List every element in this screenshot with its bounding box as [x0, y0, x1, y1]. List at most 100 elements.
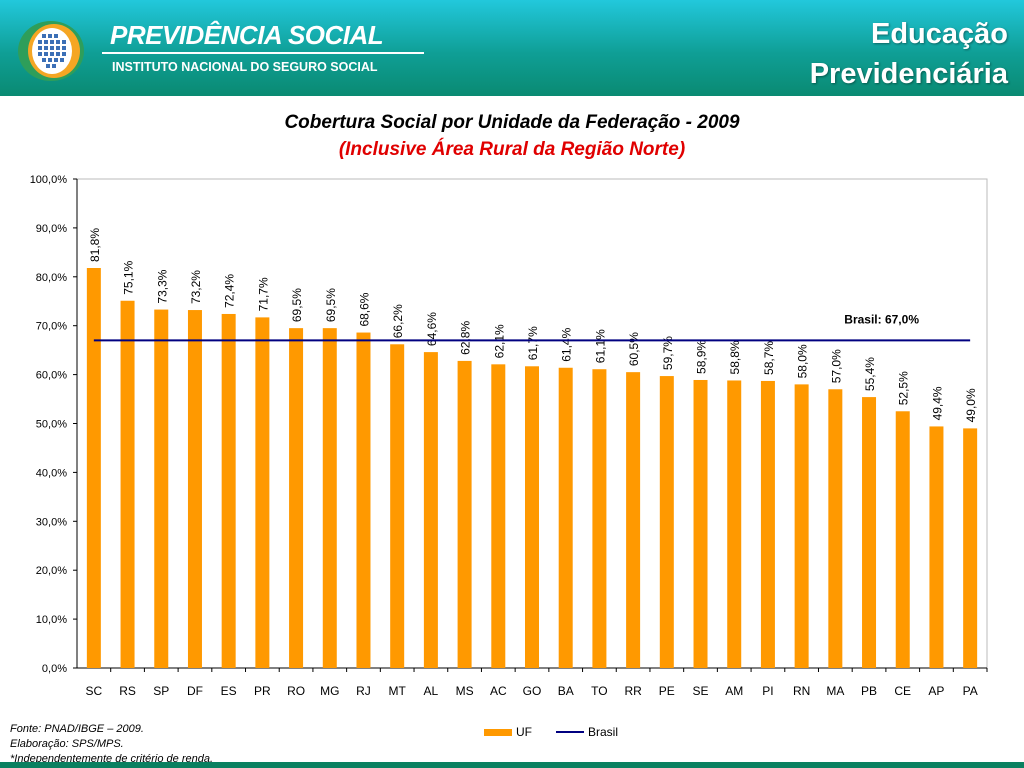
x-tick-label: AP	[928, 684, 944, 698]
data-label-PR: 71,7%	[256, 277, 270, 311]
data-label-ES: 72,4%	[223, 274, 237, 308]
bar-RJ	[356, 332, 371, 668]
y-tick-label: 0,0%	[42, 663, 67, 675]
y-tick-label: 80,0%	[36, 272, 67, 284]
data-label-PE: 59,7%	[661, 336, 675, 370]
section-title-line2: Previdenciária	[809, 58, 1008, 90]
bar-PI	[760, 380, 775, 668]
legend-swatch-uf	[484, 728, 512, 736]
section-title: Educação Previdenciária	[810, 14, 1008, 94]
bar-CE	[895, 411, 910, 668]
bar-RR	[626, 372, 641, 668]
bar-TO	[592, 369, 607, 668]
data-label-GO: 61,7%	[526, 326, 540, 360]
y-tick-label: 70,0%	[36, 321, 67, 333]
previdencia-logo	[18, 21, 84, 81]
x-tick-label: RN	[793, 684, 810, 698]
x-tick-label: DF	[187, 684, 203, 698]
brand-divider	[102, 52, 424, 54]
data-label-MG: 69,5%	[324, 288, 338, 322]
x-tick-label: ES	[221, 684, 237, 698]
bar-PA	[963, 428, 978, 668]
data-label-SC: 81,8%	[88, 228, 102, 262]
brand-subtitle: INSTITUTO NACIONAL DO SEGURO SOCIAL	[112, 60, 378, 74]
y-tick-label: 30,0%	[36, 516, 67, 528]
y-tick-label: 60,0%	[36, 370, 67, 382]
bar-AM	[727, 380, 742, 668]
bar-RS	[120, 300, 135, 668]
data-label-TO: 61,1%	[593, 329, 607, 363]
x-tick-label: TO	[591, 684, 607, 698]
section-title-line1: Educação	[871, 18, 1008, 50]
data-label-AP: 49,4%	[930, 386, 944, 420]
data-label-RS: 75,1%	[122, 260, 136, 294]
source-note: Fonte: PNAD/IBGE – 2009.	[10, 723, 144, 735]
x-tick-label: SC	[86, 684, 103, 698]
data-label-BA: 61,4%	[560, 327, 574, 361]
x-tick-label: RR	[624, 684, 642, 698]
bar-PR	[255, 317, 270, 668]
footnotes: Fonte: PNAD/IBGE – 2009. Elaboração: SPS…	[10, 722, 213, 767]
data-label-RO: 69,5%	[290, 288, 304, 322]
x-tick-label: PA	[963, 684, 978, 698]
y-tick-label: 100,0%	[30, 174, 68, 186]
bar-ES	[221, 313, 236, 668]
bar-BA	[558, 367, 573, 668]
bar-SP	[154, 309, 169, 668]
x-tick-label: PB	[861, 684, 877, 698]
bar-MS	[457, 360, 472, 668]
bar-MA	[828, 389, 843, 668]
y-tick-label: 40,0%	[36, 467, 67, 479]
bar-MG	[322, 328, 337, 668]
x-tick-label: AL	[424, 684, 439, 698]
data-label-AL: 64,6%	[425, 312, 439, 346]
x-tick-label: MS	[456, 684, 474, 698]
brasil-label: Brasil: 67,0%	[844, 312, 919, 326]
bar-MT	[390, 344, 405, 668]
x-tick-label: PR	[254, 684, 271, 698]
data-label-SP: 73,3%	[155, 269, 169, 303]
bar-SC	[86, 267, 101, 668]
legend-swatch-brasil	[556, 731, 584, 733]
data-label-RJ: 68,6%	[357, 292, 371, 326]
header: PREVIDÊNCIA SOCIAL INSTITUTO NACIONAL DO…	[0, 0, 1024, 96]
data-label-PI: 58,7%	[762, 341, 776, 375]
x-tick-label: MA	[826, 684, 844, 698]
bar-PB	[862, 397, 877, 668]
bar-DF	[187, 310, 202, 668]
data-label-PA: 49,0%	[964, 388, 978, 422]
chart-subtitle: (Inclusive Área Rural da Região Norte)	[338, 139, 686, 160]
bar-PE	[659, 376, 674, 668]
data-label-PB: 55,4%	[863, 357, 877, 391]
y-tick-label: 10,0%	[36, 614, 67, 626]
y-tick-label: 50,0%	[36, 419, 67, 431]
x-tick-label: SE	[693, 684, 709, 698]
bar-AP	[929, 426, 944, 668]
data-label-CE: 52,5%	[897, 371, 911, 405]
x-tick-label: RO	[287, 684, 305, 698]
legend: UF Brasil	[484, 725, 618, 739]
y-tick-label: 90,0%	[36, 223, 67, 235]
bar-RO	[289, 328, 304, 668]
brand-name: PREVIDÊNCIA SOCIAL	[110, 20, 384, 50]
bar-AC	[491, 364, 506, 668]
x-tick-label: RJ	[356, 684, 371, 698]
data-label-RR: 60,5%	[627, 332, 641, 366]
x-tick-label: CE	[894, 684, 911, 698]
y-tick-label: 20,0%	[36, 565, 67, 577]
legend-label-brasil: Brasil	[588, 725, 619, 739]
data-label-MS: 62,8%	[459, 321, 473, 355]
bar-AL	[423, 352, 438, 668]
data-label-MA: 57,0%	[829, 349, 843, 383]
bar-RN	[794, 384, 809, 668]
x-tick-label: PE	[659, 684, 675, 698]
x-tick-label: SP	[153, 684, 169, 698]
x-tick-label: MT	[389, 684, 407, 698]
x-tick-label: RS	[119, 684, 136, 698]
x-tick-label: AM	[725, 684, 743, 698]
data-label-SE: 58,9%	[695, 340, 709, 374]
x-tick-label: GO	[523, 684, 542, 698]
bar-GO	[525, 366, 539, 668]
data-label-MT: 66,2%	[391, 304, 405, 338]
